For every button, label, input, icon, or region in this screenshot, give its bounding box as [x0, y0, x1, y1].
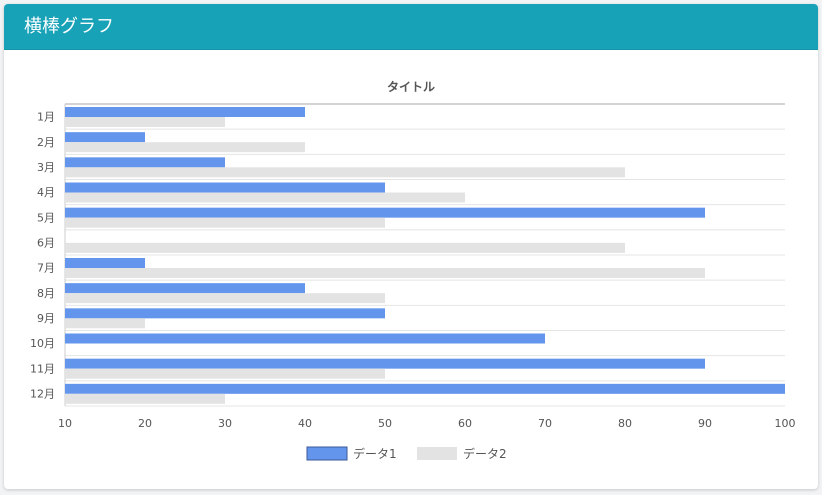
card-header: 横棒グラフ — [4, 4, 818, 50]
bar-2 — [65, 368, 385, 379]
x-tick-label: 20 — [138, 417, 152, 430]
category-label: 9月 — [37, 312, 55, 325]
category-labels: 1月 2月 3月 4月 5月 6月 7月 8月 9月 10月 11月 12月 — [30, 111, 55, 401]
x-tick-label: 30 — [218, 417, 232, 430]
category-label: 1月 — [37, 111, 55, 124]
bar-2 — [65, 142, 305, 153]
bars — [65, 107, 785, 404]
x-tick-label: 90 — [698, 417, 712, 430]
x-tick-label: 80 — [618, 417, 632, 430]
bar-1 — [65, 283, 305, 294]
x-tick-label: 60 — [458, 417, 472, 430]
bar-1 — [65, 258, 145, 268]
legend-label-2: データ2 — [463, 446, 507, 461]
bar-1 — [65, 383, 785, 394]
bar-1 — [65, 107, 305, 117]
bar-1 — [65, 157, 225, 168]
category-label: 11月 — [30, 362, 55, 375]
legend-swatch-2 — [417, 447, 457, 460]
category-label: 10月 — [30, 337, 55, 350]
x-tick-labels: 10 20 30 40 50 60 70 80 90 100 — [58, 417, 796, 430]
bar-1 — [65, 333, 545, 344]
bar-2 — [65, 242, 625, 253]
x-tick-label: 70 — [538, 417, 552, 430]
card-title: 横棒グラフ — [24, 16, 114, 37]
category-label: 12月 — [30, 387, 55, 400]
bar-2 — [65, 217, 385, 228]
bar-1 — [65, 182, 385, 193]
category-label: 5月 — [37, 211, 55, 224]
bar-1 — [65, 358, 705, 369]
row-gridlines — [64, 103, 785, 407]
category-label: 3月 — [37, 161, 55, 174]
bar-2 — [65, 192, 465, 203]
bar-2 — [65, 117, 225, 127]
bar-2 — [65, 268, 705, 278]
x-tick-label: 50 — [378, 417, 392, 430]
x-tick-label: 10 — [58, 417, 72, 430]
bar-2 — [65, 167, 625, 178]
bar-2 — [65, 318, 145, 329]
legend: データ1 データ2 — [306, 446, 507, 461]
category-label: 2月 — [37, 136, 55, 149]
bar-2 — [65, 293, 385, 304]
legend-swatch-1 — [306, 446, 348, 461]
bar-1 — [65, 132, 145, 143]
category-label: 4月 — [37, 186, 55, 199]
category-label: 7月 — [37, 262, 55, 275]
chart-title: タイトル — [387, 80, 435, 94]
bar-1 — [65, 207, 705, 218]
bar-1 — [65, 308, 385, 319]
x-tick-label: 40 — [298, 417, 312, 430]
legend-label-1: データ1 — [353, 446, 397, 461]
bar-2 — [65, 393, 225, 404]
category-label: 8月 — [37, 287, 55, 300]
x-tick-label: 100 — [775, 417, 796, 430]
category-label: 6月 — [37, 236, 55, 249]
